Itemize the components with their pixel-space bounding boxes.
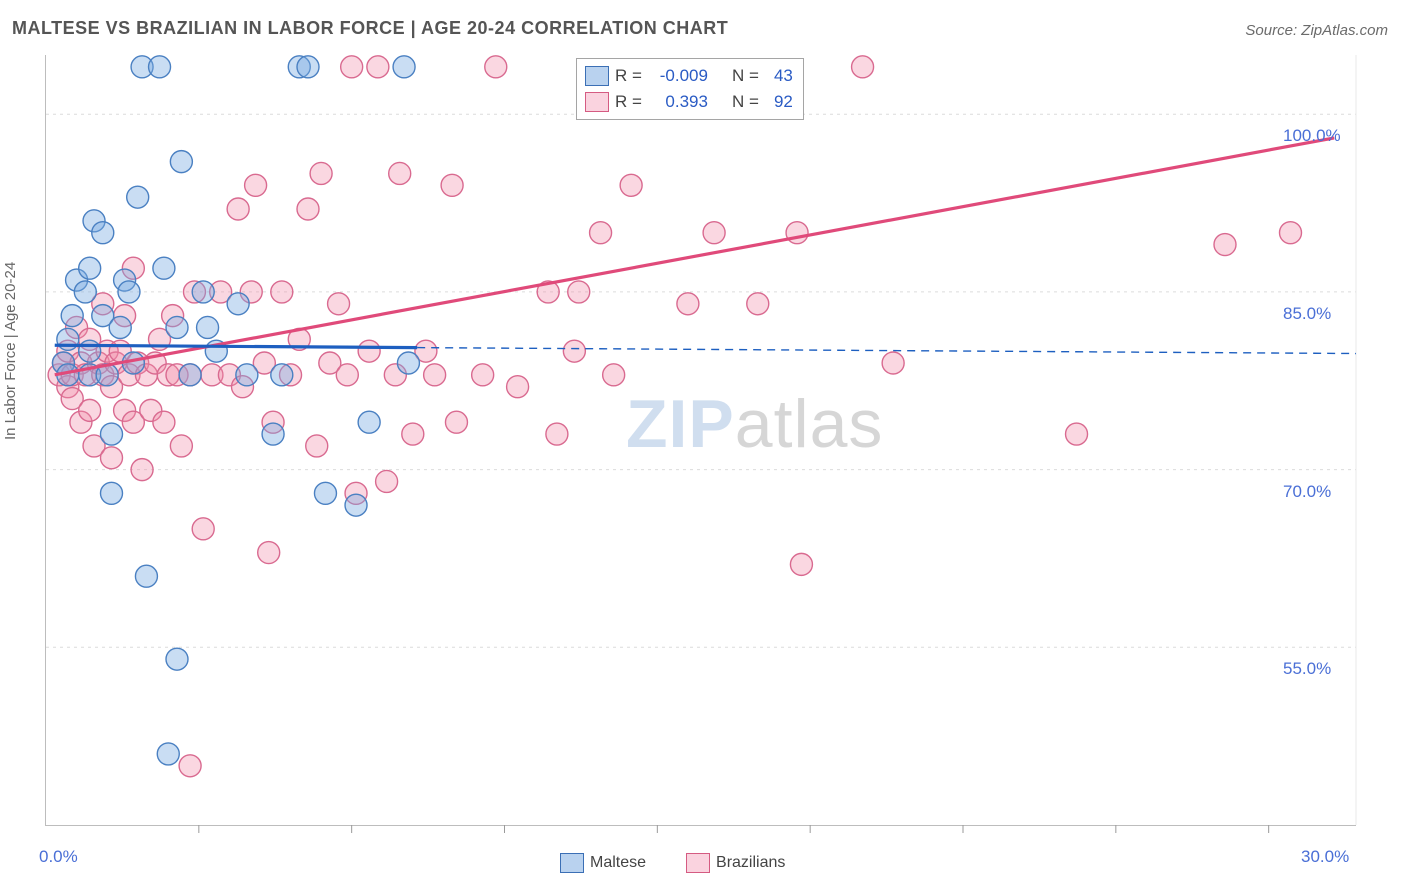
series-legend: Maltese Brazilians [560, 850, 785, 876]
r-value-brazilians: 0.393 [648, 89, 708, 115]
plot-svg [46, 55, 1356, 825]
source-label: Source: ZipAtlas.com [1245, 22, 1388, 39]
n-value-brazilians: 92 [765, 89, 793, 115]
source-value: ZipAtlas.com [1301, 22, 1388, 39]
r-label: R = [615, 89, 642, 115]
n-label: N = [732, 63, 759, 89]
y-tick-label: 70.0% [1283, 482, 1331, 502]
x-tick-label: 0.0% [39, 847, 78, 867]
y-tick-label: 100.0% [1283, 126, 1341, 146]
y-tick-label: 55.0% [1283, 659, 1331, 679]
legend-item-maltese: Maltese [560, 850, 646, 876]
stats-legend: R = -0.009 N = 43 R = 0.393 N = 92 [576, 58, 804, 120]
chart-title: MALTESE VS BRAZILIAN IN LABOR FORCE | AG… [12, 18, 728, 39]
y-axis-label: In Labor Force | Age 20-24 [2, 262, 19, 440]
swatch-icon [585, 66, 609, 86]
r-value-maltese: -0.009 [648, 63, 708, 89]
n-label: N = [732, 89, 759, 115]
plot-area: R = -0.009 N = 43 R = 0.393 N = 92 ZIPat… [45, 55, 1356, 826]
legend-label: Maltese [590, 850, 646, 876]
r-label: R = [615, 63, 642, 89]
stats-row-maltese: R = -0.009 N = 43 [585, 63, 793, 89]
n-value-maltese: 43 [765, 63, 793, 89]
x-tick-label: 30.0% [1301, 847, 1349, 867]
y-tick-label: 85.0% [1283, 304, 1331, 324]
stats-row-brazilians: R = 0.393 N = 92 [585, 89, 793, 115]
legend-label: Brazilians [716, 850, 785, 876]
swatch-icon [585, 92, 609, 112]
legend-item-brazilians: Brazilians [686, 850, 785, 876]
swatch-icon [686, 853, 710, 873]
swatch-icon [560, 853, 584, 873]
source-prefix: Source: [1245, 22, 1301, 39]
